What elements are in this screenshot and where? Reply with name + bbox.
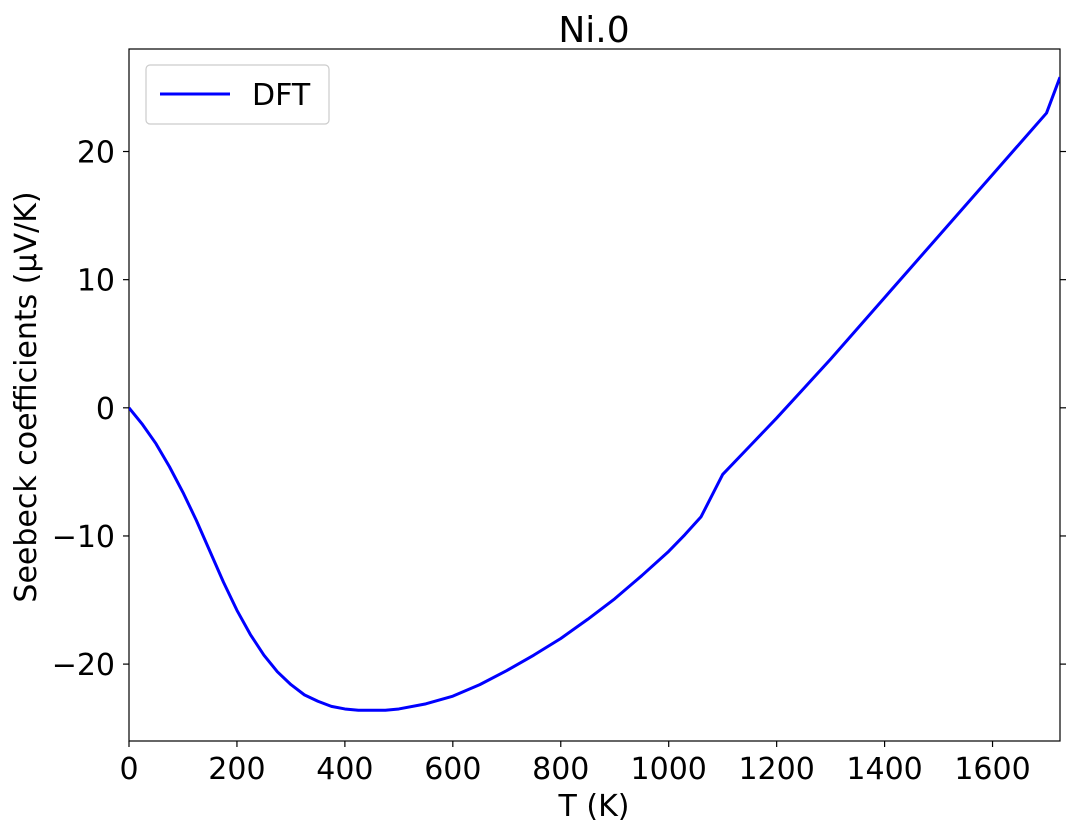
x-axis-label: T (K)	[558, 789, 630, 824]
y-axis: −20 −10 0 10 20	[52, 136, 1066, 683]
x-tick-label: 1200	[738, 752, 814, 787]
y-axis-label: Seebeck coefficients (μV/K)	[9, 191, 44, 602]
plot-frame	[128, 48, 1061, 742]
y-tick-label: 20	[77, 136, 115, 171]
x-tick-label: 200	[208, 752, 265, 787]
y-tick-label: −20	[52, 648, 115, 683]
legend-label-dft: DFT	[252, 78, 311, 113]
series-line-dft	[129, 76, 1060, 712]
chart-title: Ni.0	[558, 10, 629, 51]
legend: DFT	[145, 64, 330, 125]
x-tick-label: 1600	[954, 752, 1030, 787]
y-tick-label: 10	[77, 264, 115, 299]
x-tick-label: 800	[532, 752, 589, 787]
y-tick-label: −10	[52, 520, 115, 555]
plot-area	[128, 48, 1061, 742]
legend-box	[145, 64, 330, 125]
x-tick-label: 0	[119, 752, 138, 787]
x-tick-label: 1000	[631, 752, 707, 787]
x-tick-label: 400	[316, 752, 373, 787]
x-tick-label: 1400	[846, 752, 922, 787]
y-tick-label: 0	[96, 392, 115, 427]
x-axis: 0 200 400 600 800 1000 1200 1400 1600	[119, 741, 1031, 787]
series-layer	[129, 76, 1060, 712]
x-tick-label: 600	[424, 752, 481, 787]
